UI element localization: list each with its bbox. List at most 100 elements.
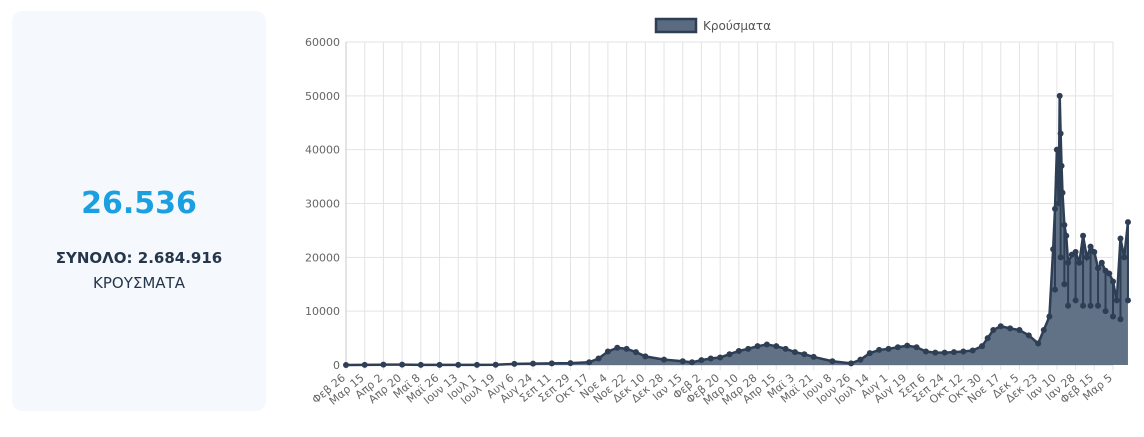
series-point — [950, 349, 957, 356]
series-point — [548, 360, 555, 367]
series-point — [1113, 297, 1120, 304]
series-point — [1091, 248, 1098, 255]
series-point — [1057, 254, 1064, 261]
series-point — [614, 344, 621, 351]
series-point — [1124, 219, 1131, 226]
series-point — [1083, 254, 1090, 261]
series-point — [885, 345, 892, 352]
series-point — [1072, 248, 1079, 255]
series-point — [1025, 332, 1032, 339]
series-point — [773, 343, 780, 350]
series-point — [726, 351, 733, 358]
series-point — [1098, 259, 1105, 266]
series-point — [586, 359, 593, 366]
total-cases-text: ΣΥΝΟΛΟ: 2.684.916 — [55, 249, 223, 267]
series-point — [979, 343, 986, 350]
series-point — [1121, 254, 1128, 261]
series-point — [1117, 316, 1124, 323]
series-point — [1124, 297, 1131, 304]
series-point — [1052, 286, 1059, 293]
series-point — [866, 350, 873, 357]
series-point — [1080, 232, 1087, 239]
series-point — [1110, 313, 1116, 320]
series-point — [1053, 146, 1060, 153]
series-point — [642, 353, 649, 360]
series-point — [1102, 308, 1109, 315]
series-point — [1056, 92, 1063, 99]
cases-label: ΚΡΟΥΣΜΑΤΑ — [93, 274, 185, 292]
series-point — [922, 348, 929, 355]
series-point — [1016, 327, 1023, 334]
series-point — [380, 361, 387, 368]
series-point — [876, 346, 883, 353]
series-point — [623, 345, 630, 352]
legend-swatch — [654, 17, 698, 34]
series-point — [689, 359, 696, 366]
series-point — [632, 349, 639, 356]
series-point — [735, 348, 742, 355]
series-point — [810, 353, 817, 360]
series-point — [848, 360, 855, 367]
series-point — [1087, 302, 1094, 309]
series-point — [969, 347, 976, 354]
series-point — [745, 345, 752, 352]
series-point — [1065, 259, 1072, 266]
series-point — [829, 358, 836, 365]
series-point — [343, 362, 349, 368]
series-point — [1095, 302, 1102, 309]
series-point — [1063, 232, 1070, 239]
series-point — [1076, 259, 1083, 266]
legend-label: Κρούσματα — [703, 19, 771, 33]
series-point — [1065, 302, 1072, 309]
series-point — [595, 355, 602, 362]
series-line — [345, 95, 1130, 367]
series-point — [399, 361, 406, 368]
y-tick-label: 10000 — [305, 305, 340, 318]
series-point — [717, 354, 724, 361]
y-tick-label: 60000 — [305, 36, 340, 49]
series-point — [754, 343, 761, 350]
series-point — [417, 361, 424, 368]
series-point — [1058, 162, 1065, 169]
series-point — [1061, 222, 1068, 229]
series-point — [894, 344, 901, 351]
series-point — [932, 349, 939, 356]
series-point — [1052, 205, 1059, 212]
summary-card: 26.536 ΣΥΝΟΛΟ: 2.684.916 ΚΡΟΥΣΜΑΤΑ — [12, 11, 266, 411]
series-point — [791, 349, 798, 356]
series-point — [661, 356, 668, 363]
series-point — [361, 361, 368, 368]
series-point — [1040, 327, 1047, 334]
series-point — [1046, 313, 1053, 320]
series-point — [990, 327, 997, 334]
series-point — [1057, 130, 1064, 137]
y-tick-label: 30000 — [305, 198, 340, 211]
series-point — [707, 355, 714, 362]
today-cases-value: 26.536 — [81, 186, 197, 221]
series-point — [1072, 297, 1079, 304]
series-point — [1080, 302, 1087, 309]
series-area — [346, 95, 1128, 365]
series-point — [1117, 235, 1124, 242]
series-point — [984, 335, 991, 342]
series-point — [511, 360, 518, 367]
series-point — [473, 361, 480, 368]
series-point — [913, 344, 920, 351]
series-point — [782, 345, 789, 352]
series-point — [1055, 200, 1062, 207]
series-point — [530, 360, 537, 367]
series-point — [698, 357, 705, 364]
series-point — [492, 361, 499, 368]
series-point — [1095, 265, 1102, 272]
series-point — [1050, 246, 1057, 253]
series-point — [604, 348, 611, 355]
series-point — [1106, 270, 1113, 277]
series-point — [1061, 281, 1068, 288]
series-point — [1059, 189, 1066, 196]
y-tick-label: 50000 — [305, 90, 340, 103]
series-point — [1087, 243, 1094, 250]
series-point — [1110, 278, 1116, 285]
series-point — [1054, 173, 1061, 180]
series-point — [941, 349, 948, 356]
